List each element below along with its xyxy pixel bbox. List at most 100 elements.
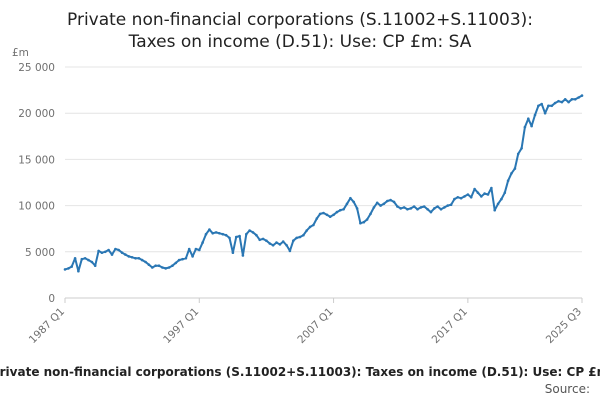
data-point: [342, 208, 345, 211]
data-point: [530, 124, 533, 128]
data-point: [345, 202, 349, 206]
data-point: [107, 248, 110, 252]
data-point: [527, 117, 530, 120]
data-point: [181, 257, 184, 261]
data-point: [265, 239, 268, 242]
data-point: [382, 202, 386, 206]
data-point: [459, 196, 463, 200]
data-point: [359, 221, 362, 225]
data-point: [164, 267, 167, 270]
data-point: [211, 232, 214, 235]
data-point: [184, 257, 188, 260]
data-point: [379, 204, 382, 207]
data-point: [567, 100, 570, 104]
series-line: [64, 94, 583, 273]
data-point: [90, 260, 94, 264]
data-point: [433, 207, 436, 210]
x-axis-ticks: 1987 Q1 1997 Q1 2007 Q1 2017 Q1 2025 Q3: [27, 298, 584, 346]
data-point: [302, 233, 305, 237]
y-axis-unit-label: £m: [12, 47, 29, 59]
data-point: [503, 191, 507, 194]
data-point: [278, 243, 282, 246]
data-point: [389, 198, 392, 202]
y-gridlines: [65, 66, 582, 253]
data-point: [339, 208, 342, 212]
data-point: [231, 251, 235, 254]
data-point: [127, 255, 131, 258]
data-point: [550, 104, 554, 108]
data-point: [137, 257, 141, 260]
data-point: [97, 249, 100, 253]
data-point: [110, 253, 114, 256]
data-point: [426, 208, 429, 211]
data-point: [154, 264, 157, 268]
data-point: [241, 254, 245, 257]
y-tick-label: 20 000: [18, 108, 55, 120]
data-point: [117, 248, 120, 252]
data-point: [386, 199, 389, 203]
data-point: [456, 196, 460, 199]
chart-title-line-1: Private non-financial corporations (S.11…: [67, 10, 533, 30]
data-point: [93, 264, 97, 268]
data-point: [134, 257, 137, 260]
y-tick-label: 0: [48, 293, 55, 305]
data-point: [194, 247, 198, 251]
data-point: [147, 263, 151, 267]
data-point: [288, 249, 292, 253]
data-point: [412, 205, 416, 208]
data-point: [218, 232, 221, 235]
data-point: [261, 237, 265, 241]
data-point: [191, 255, 194, 258]
data-point: [399, 207, 403, 210]
data-point: [157, 264, 161, 268]
data-point: [416, 208, 419, 211]
data-point: [161, 266, 164, 269]
data-point: [315, 217, 319, 220]
data-point: [409, 207, 413, 210]
data-point: [234, 235, 238, 239]
data-point: [537, 104, 540, 108]
y-tick-label: 5 000: [25, 247, 55, 259]
data-point: [513, 167, 517, 170]
x-tick-label: 1997 Q1: [161, 306, 201, 346]
data-point: [446, 204, 450, 207]
data-point: [496, 202, 500, 206]
y-tick-label: 25 000: [18, 62, 55, 74]
data-point: [557, 99, 560, 103]
data-point: [490, 186, 493, 190]
data-point: [208, 228, 211, 231]
data-point: [570, 98, 574, 101]
data-point: [563, 98, 567, 101]
data-point: [80, 257, 84, 261]
data-point: [372, 206, 376, 209]
series-layer: [63, 94, 584, 273]
data-point: [396, 205, 399, 208]
data-point: [453, 197, 456, 201]
data-point: [486, 193, 490, 196]
data-point: [429, 210, 433, 214]
data-point: [140, 258, 144, 262]
data-point: [221, 232, 225, 236]
data-point: [473, 187, 476, 191]
data-point: [533, 113, 537, 117]
data-point: [204, 232, 208, 236]
data-point: [500, 197, 503, 201]
data-point: [574, 98, 577, 101]
data-point: [120, 251, 124, 254]
data-point: [325, 213, 329, 217]
y-axis-ticks: 0 5 000 10 000 15 000 20 000 25 000: [18, 62, 55, 305]
data-point: [281, 240, 285, 243]
data-point: [271, 244, 275, 247]
data-point: [375, 201, 379, 205]
legend-series-name: Private non-financial corporations (S.11…: [0, 365, 600, 379]
data-point: [87, 258, 90, 262]
data-point: [124, 253, 127, 256]
data-point: [224, 233, 228, 237]
data-point: [285, 244, 288, 247]
data-point: [228, 236, 231, 240]
data-point: [335, 210, 339, 214]
data-point: [238, 234, 241, 238]
data-point: [201, 241, 204, 244]
y-tick-label: 10 000: [18, 201, 55, 213]
x-tick-label: 2007 Q1: [295, 306, 335, 346]
